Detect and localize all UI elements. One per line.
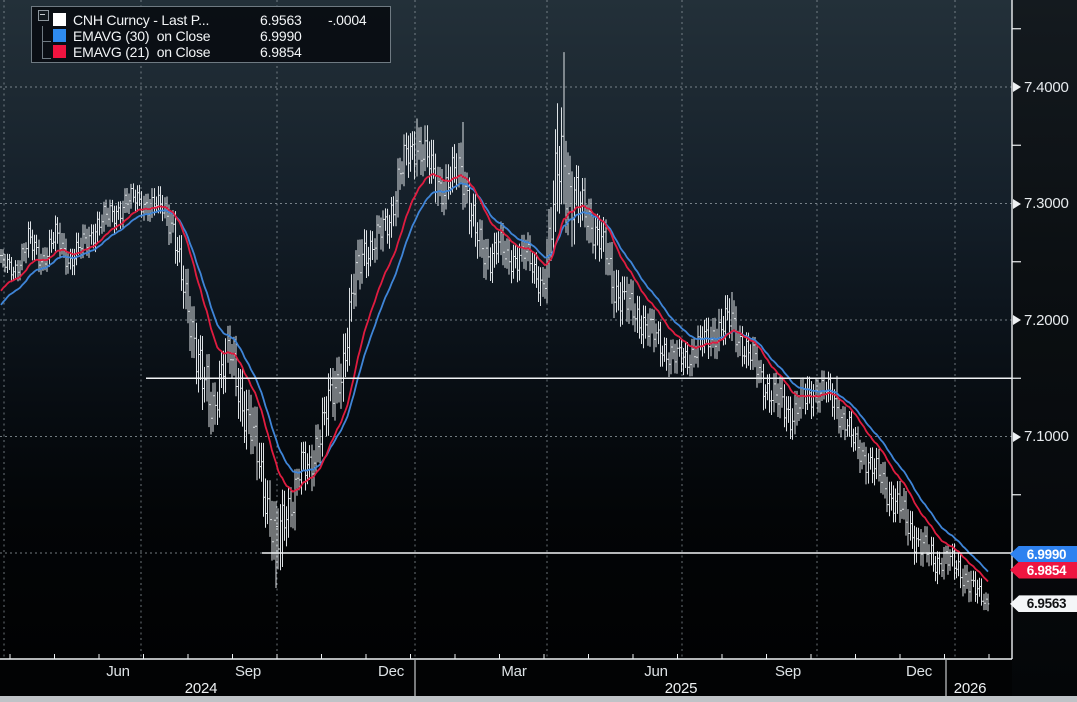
series-label: CNH Curncy - Last P... [73,12,210,28]
month-label: Mar [501,663,527,680]
ema30-line [0,182,989,573]
price-axis-gutter [1012,0,1077,702]
series-value: 6.9854 [260,44,302,60]
month-label: Dec [377,663,405,680]
series-value: 6.9990 [260,28,302,44]
series-swatch-blue [53,29,66,42]
year-label: 2025 [664,680,698,697]
series-swatch-red [53,45,66,58]
series-swatch-white [53,13,66,26]
chart-plot-background [0,0,1012,659]
legend-tree-branch-icon [42,58,51,59]
year-label: 2024 [184,680,218,697]
axis-arrow-icon [1013,82,1021,92]
legend-row-emavg30[interactable]: EMAVG (30) on Close 6.9990 [32,28,390,44]
axis-arrow-icon [1013,198,1021,209]
series-label: EMAVG (30) on Close [73,28,211,44]
chart-legend[interactable]: CNH Curncy - Last P... 6.9563 -.0004 EMA… [31,6,391,63]
last-price-badge: 6.9563 [1010,595,1077,613]
price-axis-label: 7.2000 [1013,311,1069,329]
month-label: Sep [234,663,262,680]
legend-row-emavg21[interactable]: EMAVG (21) on Close 6.9854 [32,44,390,60]
series-value: 6.9563 [260,12,302,28]
price-bars [0,52,990,612]
ema21-price-badge: 6.9854 [1010,561,1077,579]
price-axis-label: 7.1000 [1013,428,1069,446]
price-axis-label: 7.4000 [1013,78,1069,96]
legend-row-last-price[interactable]: CNH Curncy - Last P... 6.9563 -.0004 [32,12,390,28]
month-label: Dec [905,663,933,680]
month-label: Jun [106,663,130,680]
series-label: EMAVG (21) on Close [73,44,211,60]
ema21-line [0,173,989,583]
month-label: Sep [774,663,802,680]
legend-collapse-icon[interactable] [38,10,49,21]
series-change: -.0004 [328,12,367,28]
ema30-price-badge: 6.9990 [1010,545,1077,563]
axis-arrow-icon [1013,431,1021,442]
year-label: 2026 [953,680,987,697]
price-axis-label: 7.3000 [1013,195,1069,213]
month-label: Jun [644,663,668,680]
legend-tree-branch-icon [42,41,51,42]
time-axis-area [0,659,1012,702]
axis-arrow-icon [1013,315,1021,325]
window-bottom-scrollbar[interactable] [0,696,1077,702]
legend-tree-connector [42,26,43,59]
